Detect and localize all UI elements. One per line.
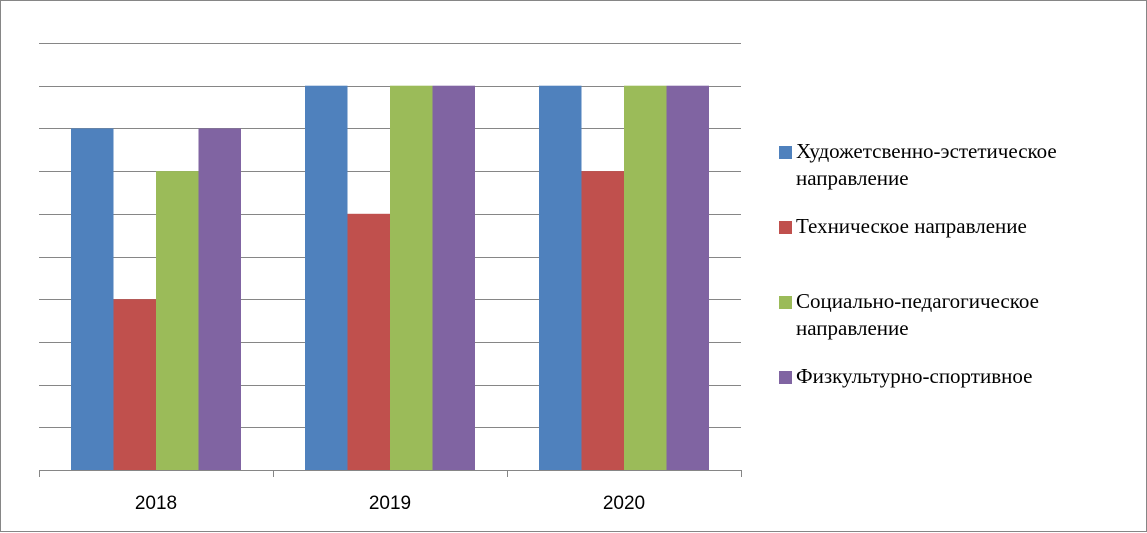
legend-swatch-art bbox=[779, 146, 792, 159]
x-axis bbox=[39, 470, 742, 477]
legend-label-technical: Техническое направление bbox=[796, 214, 1027, 238]
legend-label-sport: Физкультурно-спортивное bbox=[796, 364, 1033, 388]
x-tick-label-2020: 2020 bbox=[603, 493, 645, 514]
legend-label-art: Художетсвенно-эстетическое направление bbox=[796, 139, 1057, 190]
legend-item-sport: Физкультурно-спортивное bbox=[779, 363, 1126, 390]
legend-label-social: Социально-педагогическое направление bbox=[796, 289, 1039, 340]
bar-2020-series-3 bbox=[624, 85, 667, 470]
bar-2018-series-4 bbox=[198, 128, 241, 470]
legend-swatch-social bbox=[779, 296, 792, 309]
legend-swatch-sport bbox=[779, 371, 792, 384]
bar-2018-series-1 bbox=[71, 128, 114, 470]
legend-swatch-technical bbox=[779, 221, 792, 234]
x-tick-label-2019: 2019 bbox=[369, 493, 411, 514]
legend-item-art: Художетсвенно-эстетическое направление bbox=[779, 138, 1126, 192]
bars bbox=[71, 85, 709, 471]
legend-item-technical: Техническое направление bbox=[779, 213, 1126, 240]
bar-2019-series-3 bbox=[390, 85, 433, 470]
bar-2019-series-2 bbox=[347, 213, 390, 471]
bar-2020-series-4 bbox=[666, 85, 709, 470]
bar-2018-series-2 bbox=[113, 299, 156, 470]
bar-2020-series-2 bbox=[581, 171, 624, 470]
x-tick-labels: 2018 2019 2020 bbox=[135, 493, 645, 514]
bar-2019-series-1 bbox=[305, 85, 348, 470]
bar-2018-series-3 bbox=[156, 171, 199, 470]
x-tick-label-2018: 2018 bbox=[135, 493, 177, 514]
legend-item-social: Социально-педагогическое направление bbox=[779, 288, 1126, 342]
bar-2019-series-4 bbox=[432, 85, 475, 470]
bar-2020-series-1 bbox=[539, 85, 582, 470]
